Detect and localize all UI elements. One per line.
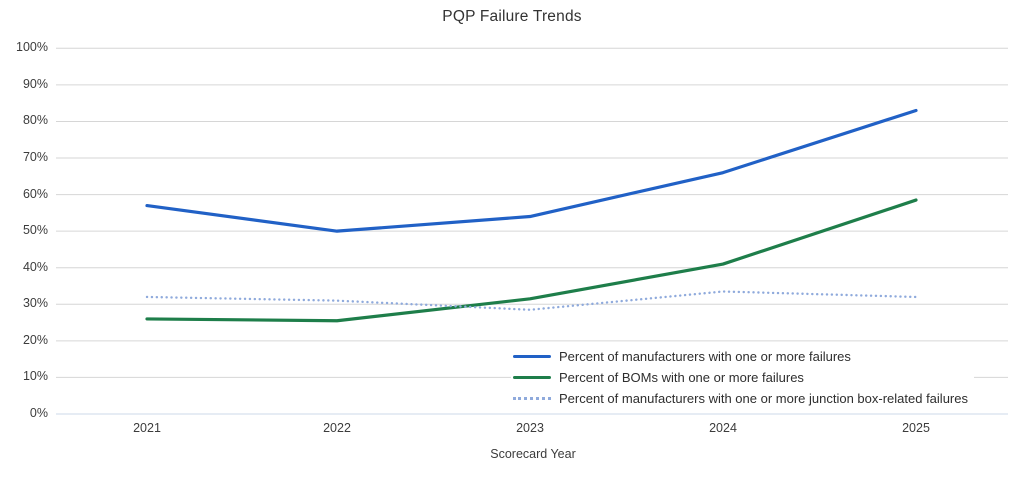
- series-line-1: [145, 198, 918, 323]
- y-tick-label-0: 0%: [29, 406, 48, 420]
- y-tick-label-70: 70%: [22, 150, 48, 164]
- legend-swatch-green-solid-line: [513, 376, 551, 379]
- legend-item-boms-failures: Percent of BOMs with one or more failure…: [513, 367, 968, 388]
- legend-label: Percent of manufacturers with one or mor…: [559, 349, 851, 364]
- y-tick-label-50: 50%: [22, 223, 48, 238]
- legend-label: Percent of BOMs with one or more failure…: [559, 370, 804, 385]
- series-line-2: [145, 290, 918, 311]
- x-tick-label-2025: 2025: [902, 421, 930, 435]
- y-tick-label-20: 20%: [22, 332, 48, 347]
- legend-item-manufacturers-failures: Percent of manufacturers with one or mor…: [513, 346, 968, 367]
- gridlines: [56, 47, 1008, 415]
- y-tick-label-10: 10%: [22, 369, 48, 384]
- y-tick-label-40: 40%: [22, 259, 48, 274]
- x-tick-label-2021: 2021: [133, 421, 161, 435]
- legend-label: Percent of manufacturers with one or mor…: [559, 391, 968, 406]
- y-tick-label-80: 80%: [22, 113, 48, 128]
- x-tick-label-2022: 2022: [323, 421, 351, 435]
- legend-swatch-light-blue-dotted-line: [513, 397, 551, 400]
- legend-swatch-blue-solid-line: [513, 355, 551, 358]
- y-tick-label-30: 30%: [22, 296, 48, 311]
- y-tick-label-100: 100%: [16, 40, 48, 55]
- chart-title: PQP Failure Trends: [442, 8, 582, 25]
- chart-legend: Percent of manufacturers with one or mor…: [511, 344, 974, 411]
- y-tick-label-90: 90%: [22, 76, 48, 91]
- x-axis-title: Scorecard Year: [490, 447, 576, 461]
- x-tick-label-2024: 2024: [709, 421, 737, 435]
- x-tick-label-2023: 2023: [516, 421, 544, 435]
- y-tick-label-60: 60%: [22, 186, 48, 201]
- series-lines: [145, 108, 918, 323]
- series-line-0: [145, 108, 918, 233]
- legend-item-junction-box-failures: Percent of manufacturers with one or mor…: [513, 388, 968, 409]
